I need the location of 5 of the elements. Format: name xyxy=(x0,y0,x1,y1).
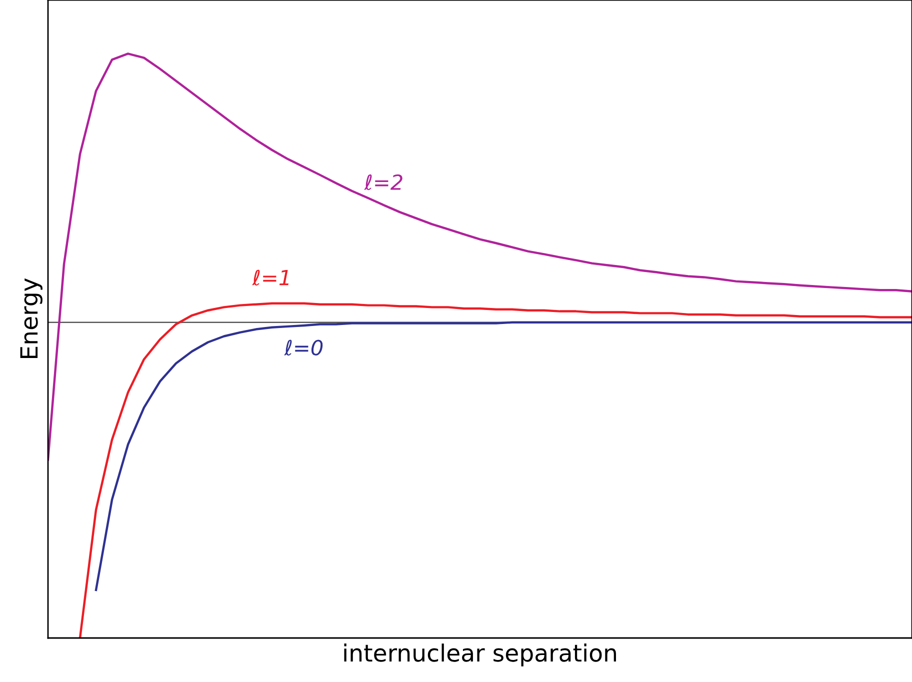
x-axis-title: internuclear separation xyxy=(344,644,616,666)
y-axis-title: Energy xyxy=(20,278,42,358)
series-label: ℓ=2 xyxy=(364,174,402,190)
series-label: ℓ=1 xyxy=(252,270,289,286)
series-label: ℓ=0 xyxy=(284,340,323,356)
